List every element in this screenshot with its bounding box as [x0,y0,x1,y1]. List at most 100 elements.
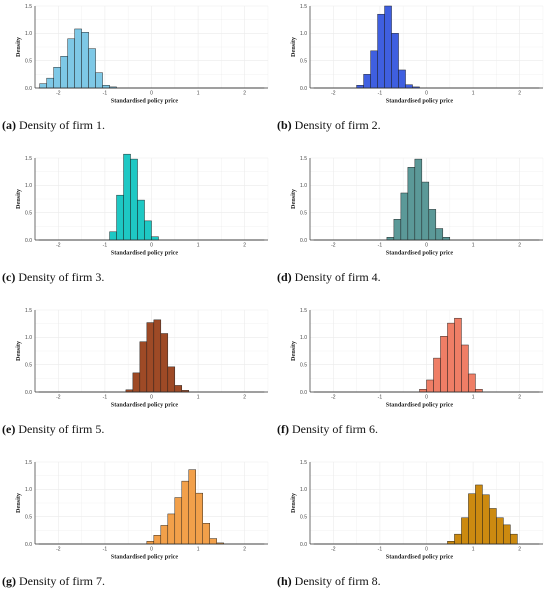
x-tick-label: -2 [331,91,336,97]
x-tick-label: 2 [243,243,246,249]
x-tick-label: -1 [103,243,108,249]
x-axis-title: Standardised policy price [386,98,454,105]
histogram-bar [74,28,82,89]
histogram-bar [489,508,497,545]
figure-caption: (c) Density of firm 3. [2,270,104,285]
histogram-bar [67,38,75,89]
y-axis-title: Density [290,340,297,361]
y-tick-label: 0.0 [25,542,32,548]
density-chart-firm-5: 0.0 0.5 1.0 1.5 -2 -1 0 1 2 Standardised policy p… [15,308,269,409]
x-tick-label: 2 [243,547,246,553]
y-tick-label: 1.5 [25,308,32,314]
caption-text: Density of firm 7. [19,574,105,588]
histogram-bar [132,372,141,393]
histogram-bar [160,333,169,393]
y-tick-label: 1.0 [25,183,32,189]
chart-panel-firm-3: 0.0 0.5 1.0 1.5 -2 -1 0 1 2 Standardised policy p… [0,152,275,304]
y-tick-label: 0.0 [300,86,307,92]
histogram-bar [447,322,455,393]
x-tick-label: 0 [150,547,153,553]
chart-panel-firm-4: 0.0 0.5 1.0 1.5 -2 -1 0 1 2 Standardised policy p… [275,152,550,304]
histogram-bar [195,492,203,545]
figure-caption: (h) Density of firm 8. [277,574,381,589]
histogram-bar [95,72,103,89]
histogram-bar [510,533,518,545]
gridlines [309,309,544,393]
y-tick-label: 1.0 [300,335,307,341]
density-chart-firm-2: 0.0 0.5 1.0 1.5 -2 -1 0 1 2 Standardised policy p… [290,4,544,105]
density-chart-firm-6: 0.0 0.5 1.0 1.5 -2 -1 0 1 2 Standardised policy p… [290,308,544,409]
chart-panel-firm-8: 0.0 0.5 1.0 1.5 -2 -1 0 1 2 Standardised policy p… [275,456,550,608]
histogram-bars [447,484,518,545]
density-chart-firm-7: 0.0 0.5 1.0 1.5 -2 -1 0 1 2 Standardised policy p… [15,460,269,561]
y-tick-label: 1.0 [300,183,307,189]
histogram-bar [407,167,416,241]
y-tick-label: 0.5 [300,210,307,216]
histogram-bar [167,513,176,545]
gridlines [34,461,269,545]
histogram-bar [503,524,511,545]
y-tick-label: 1.5 [300,156,307,162]
caption-label: (f) [277,422,289,436]
histogram-bar [160,525,169,545]
x-tick-label: -2 [56,395,61,401]
histogram-bar [116,194,124,241]
y-tick-label: 1.5 [25,156,32,162]
histogram-bar [440,336,448,393]
histogram-bars [419,317,483,393]
histogram-bar [442,237,451,241]
x-tick-label: 1 [197,243,200,249]
histogram-bar [356,85,364,89]
density-chart-firm-3: 0.0 0.5 1.0 1.5 -2 -1 0 1 2 Standardised policy p… [15,153,269,257]
histogram-bar [39,83,47,89]
figure-caption: (f) Density of firm 6. [277,422,378,437]
x-tick-label: -1 [378,547,383,553]
histogram-bar [386,237,395,241]
caption-label: (a) [2,118,16,132]
histogram-bar [426,379,434,393]
histogram-bars [146,469,224,545]
histogram-bar [174,497,183,545]
y-tick-label: 1.5 [300,4,307,10]
x-tick-label: 1 [197,91,200,97]
y-axis-title: Density [290,492,297,513]
histogram-bar [384,5,392,89]
caption-text: Density of firm 5. [18,422,105,436]
density-chart-firm-4: 0.0 0.5 1.0 1.5 -2 -1 0 1 2 Standardised policy p… [290,156,544,257]
x-tick-label: -1 [378,243,383,249]
y-tick-label: 0.0 [300,390,307,396]
y-tick-label: 0.0 [300,238,307,244]
y-tick-label: 1.5 [25,460,32,466]
histogram-bar [454,317,462,393]
y-tick-label: 1.0 [25,335,32,341]
histogram-bar [53,67,61,89]
histogram-bar [496,517,504,545]
x-tick-label: -1 [378,395,383,401]
histogram-bar [363,74,371,89]
x-tick-label: 0 [150,91,153,97]
x-tick-label: -2 [56,243,61,249]
y-tick-label: 0.5 [300,362,307,368]
histogram-bar [419,389,427,393]
histogram-bar [398,69,406,89]
histogram-bar [151,236,159,241]
figure-caption: (d) Density of firm 4. [277,270,381,285]
x-tick-label: 2 [518,547,521,553]
histogram-bar [454,533,462,545]
histogram-bar [475,389,483,393]
x-tick-label: 1 [472,547,475,553]
histogram-bars [125,319,190,393]
x-tick-label: 2 [518,395,521,401]
gridlines [309,5,544,89]
y-tick-label: 0.0 [25,86,32,92]
x-tick-label: 1 [472,395,475,401]
histogram-bar [123,153,131,241]
chart-panel-firm-6: 0.0 0.5 1.0 1.5 -2 -1 0 1 2 Standardised policy p… [275,304,550,456]
y-tick-label: 1.0 [25,31,32,37]
x-tick-label: 0 [425,243,428,249]
histogram-bar [153,319,162,393]
histogram-bar [81,32,89,89]
x-tick-label: 2 [518,91,521,97]
chart-panel-firm-5: 0.0 0.5 1.0 1.5 -2 -1 0 1 2 Standardised policy p… [0,304,275,456]
x-tick-label: -2 [56,547,61,553]
